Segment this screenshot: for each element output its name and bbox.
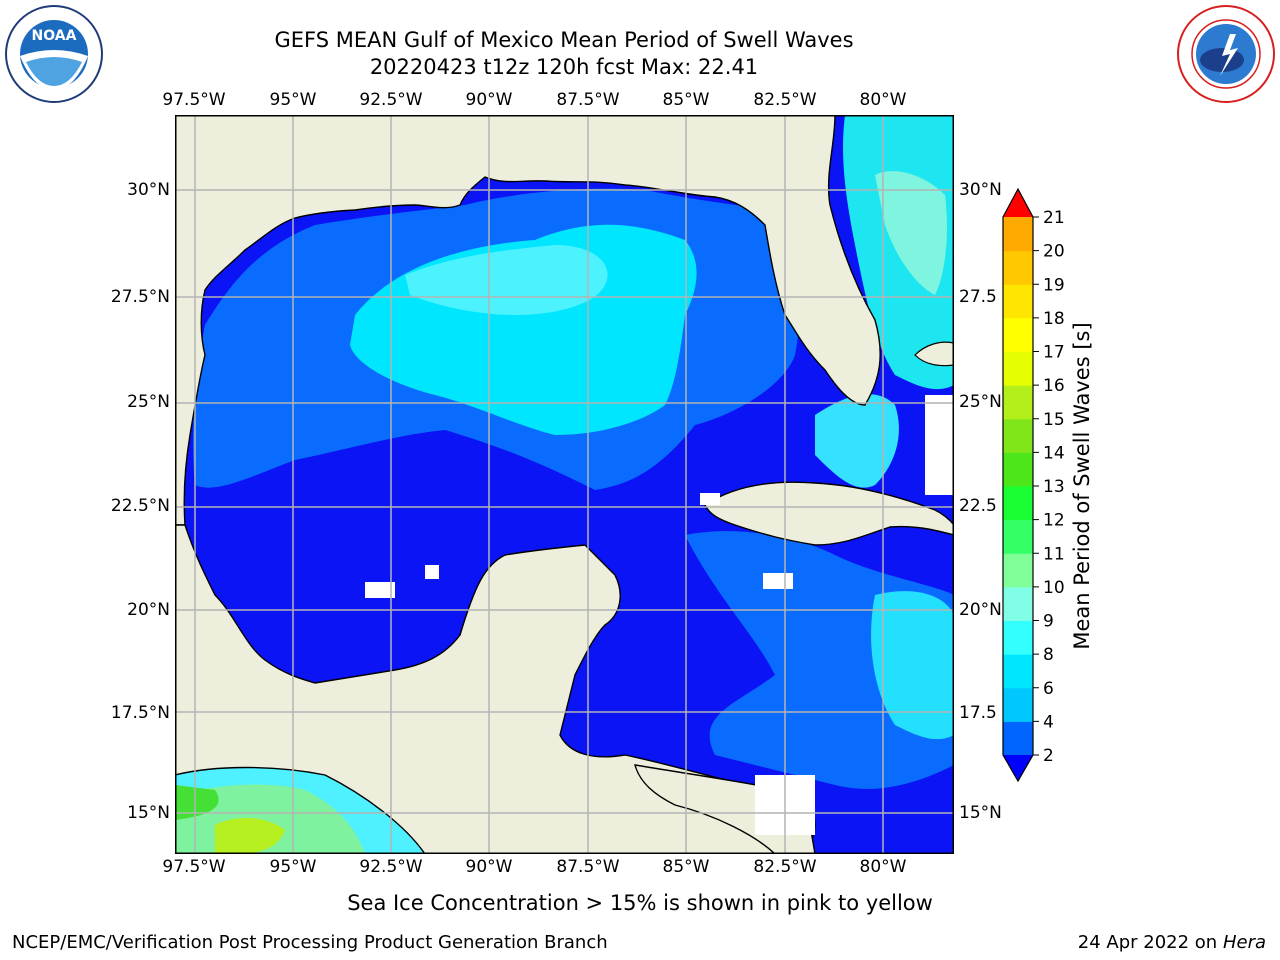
colorbar-tick-label: 10 bbox=[1043, 578, 1065, 598]
gulf-map bbox=[175, 115, 954, 854]
land-cuba bbox=[704, 481, 954, 546]
lon-label-top: 92.5°W bbox=[359, 90, 423, 110]
colorbar-segment bbox=[1003, 418, 1033, 453]
lon-label-bottom: 92.5°W bbox=[359, 857, 423, 877]
colorbar-segment bbox=[1003, 284, 1033, 319]
colorbar-extend-high bbox=[1003, 189, 1033, 217]
lon-label-top: 82.5°W bbox=[753, 90, 817, 110]
colorbar-tick-label: 6 bbox=[1043, 679, 1054, 699]
lon-label-bottom: 87.5°W bbox=[556, 857, 620, 877]
map-frame bbox=[175, 115, 954, 854]
lon-label-bottom: 80°W bbox=[859, 857, 907, 877]
colorbar-tick-label: 8 bbox=[1043, 645, 1054, 665]
missing-data-patch bbox=[365, 582, 395, 598]
noaa-logo-text: NOAA bbox=[32, 28, 77, 44]
lat-label-left: 20°N bbox=[127, 600, 170, 620]
colorbar-extend-low bbox=[1003, 755, 1033, 781]
missing-data-patch bbox=[700, 493, 720, 505]
colorbar-tick-label: 12 bbox=[1043, 511, 1065, 531]
lat-label-right: 20°N bbox=[959, 600, 1002, 620]
colorbar-tick-label: 17 bbox=[1043, 343, 1065, 363]
colorbar-segment bbox=[1003, 486, 1033, 521]
sea-ice-note: Sea Ice Concentration > 15% is shown in … bbox=[347, 891, 933, 915]
colorbar-segment bbox=[1003, 654, 1033, 689]
colorbar-tick-label: 11 bbox=[1043, 544, 1065, 564]
colorbar-segment bbox=[1003, 452, 1033, 487]
colorbar-tick-label: 16 bbox=[1043, 376, 1065, 396]
colorbar-label: Mean Period of Swell Waves [s] bbox=[1070, 322, 1094, 650]
colorbar-segments bbox=[1002, 187, 1034, 783]
colorbar-tick-label: 20 bbox=[1043, 242, 1065, 262]
lon-label-top: 95°W bbox=[269, 90, 317, 110]
colorbar: 2 4 6 8 9 10 11 12 13 14 15 16 17 18 19 20 21 bbox=[1002, 187, 1065, 783]
missing-data-patch bbox=[925, 395, 954, 495]
date-stamp: 24 Apr 2022 on Hera bbox=[1078, 932, 1266, 953]
lon-label-bottom: 90°W bbox=[465, 857, 513, 877]
colorbar-segment bbox=[1003, 586, 1033, 621]
colorbar-segment bbox=[1003, 519, 1033, 554]
lat-label-right: 30°N bbox=[959, 180, 1002, 200]
lon-label-bottom: 95°W bbox=[269, 857, 317, 877]
credit-text: NCEP/EMC/Verification Post Processing Pr… bbox=[12, 932, 608, 953]
colorbar-segment bbox=[1003, 553, 1033, 588]
colorbar-ticks: 2 4 6 8 9 10 11 12 13 14 15 16 17 18 19 20 21 bbox=[1033, 208, 1065, 766]
colorbar-segment bbox=[1003, 351, 1033, 386]
lat-label-right: 27.5 bbox=[959, 287, 997, 307]
lon-label-bottom: 97.5°W bbox=[162, 857, 226, 877]
colorbar-segment bbox=[1003, 721, 1033, 756]
lat-label-right: 17.5 bbox=[959, 703, 997, 723]
land-bahamas bbox=[914, 341, 954, 367]
map-subtitle: 20220423 t12z 120h fcst Max: 22.41 bbox=[369, 55, 759, 79]
colorbar-tick-label: 13 bbox=[1043, 477, 1065, 497]
colorbar-tick-label: 2 bbox=[1043, 746, 1054, 766]
colorbar-tick-label: 4 bbox=[1043, 712, 1054, 732]
colorbar-tick-label: 9 bbox=[1043, 612, 1054, 632]
lat-label-left: 25°N bbox=[127, 392, 170, 412]
colorbar-segment bbox=[1003, 687, 1033, 722]
lat-label-right: 22.5 bbox=[959, 496, 997, 516]
lon-label-top: 80°W bbox=[859, 90, 907, 110]
lat-label-left: 15°N bbox=[127, 803, 170, 823]
map-title: GEFS MEAN Gulf of Mexico Mean Period of … bbox=[274, 28, 854, 52]
lon-label-top: 90°W bbox=[465, 90, 513, 110]
noaa-logo: NOAA bbox=[5, 5, 103, 103]
machine-name: Hera bbox=[1222, 932, 1266, 953]
lon-label-top: 97.5°W bbox=[162, 90, 226, 110]
lon-label-top: 87.5°W bbox=[556, 90, 620, 110]
date-text: 24 Apr 2022 on bbox=[1077, 932, 1218, 953]
lon-label-top: 85°W bbox=[662, 90, 710, 110]
colorbar-segment bbox=[1003, 620, 1033, 655]
colorbar-tick-label: 14 bbox=[1043, 443, 1065, 463]
swell-pacific-yellow-green bbox=[215, 818, 285, 854]
lat-label-left: 30°N bbox=[127, 180, 170, 200]
lon-label-bottom: 82.5°W bbox=[753, 857, 817, 877]
swell-pacific-bright-green bbox=[175, 785, 219, 820]
graticule bbox=[175, 115, 954, 854]
swell-straits-cyan bbox=[815, 394, 899, 488]
nws-logo bbox=[1177, 5, 1275, 103]
swell-caribbean-cyan bbox=[871, 591, 954, 740]
colorbar-tick-label: 21 bbox=[1043, 208, 1065, 228]
missing-data-patch bbox=[425, 565, 439, 579]
lat-label-right: 25°N bbox=[959, 392, 1002, 412]
colorbar-tick-label: 18 bbox=[1043, 309, 1065, 329]
lat-label-right: 15°N bbox=[959, 803, 1002, 823]
colorbar-segment bbox=[1003, 250, 1033, 285]
lon-label-bottom: 85°W bbox=[662, 857, 710, 877]
lat-label-left: 17.5°N bbox=[110, 703, 170, 723]
swell-atlantic-aqua bbox=[875, 171, 947, 295]
colorbar-tick-label: 15 bbox=[1043, 410, 1065, 430]
colorbar-segment bbox=[1003, 217, 1033, 252]
missing-data-patch bbox=[763, 573, 793, 589]
lat-label-left: 27.5°N bbox=[110, 287, 170, 307]
lat-label-left: 22.5°N bbox=[110, 496, 170, 516]
land-north-america bbox=[175, 115, 881, 526]
colorbar-segment bbox=[1003, 385, 1033, 420]
colorbar-segment bbox=[1003, 317, 1033, 352]
colorbar-tick-label: 19 bbox=[1043, 275, 1065, 295]
